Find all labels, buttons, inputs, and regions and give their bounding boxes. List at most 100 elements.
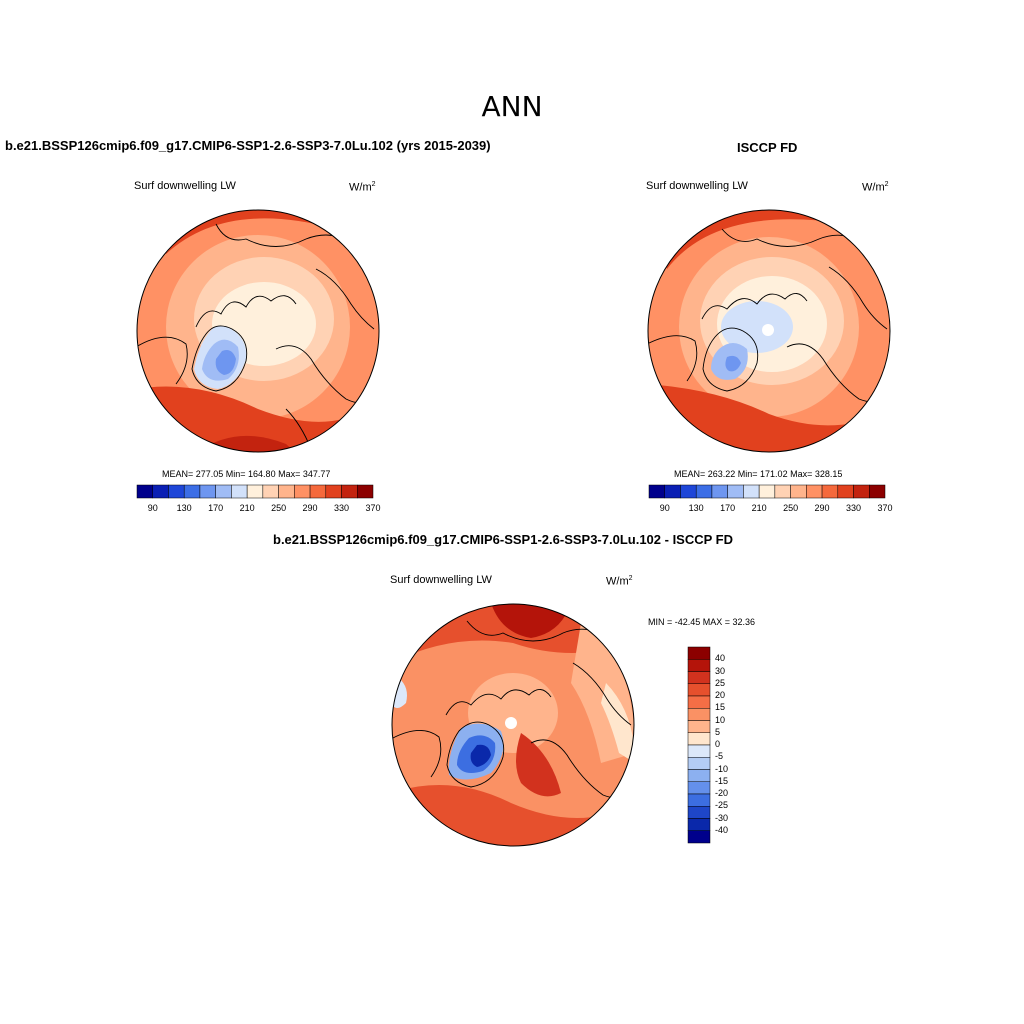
colorbar-tick-label: -40 bbox=[715, 824, 729, 835]
colorbar-swatch bbox=[790, 484, 807, 499]
colorbar-swatch bbox=[231, 484, 248, 499]
colorbar-swatch bbox=[758, 484, 776, 499]
panel-obs-stats: MEAN= 263.22 Min= 171.02 Max= 328.15 bbox=[674, 469, 843, 479]
colorbar-swatch bbox=[687, 744, 711, 758]
colorbar-tick-label: 250 bbox=[271, 503, 287, 513]
colorbar-swatch bbox=[278, 484, 295, 499]
colorbar-swatch bbox=[806, 484, 823, 499]
map-greenland-core bbox=[725, 355, 741, 372]
colorbar-swatch bbox=[648, 484, 665, 499]
colorbar-tick-label: 210 bbox=[751, 503, 767, 513]
colorbar-swatch bbox=[821, 484, 839, 499]
colorbar-tick-label: -10 bbox=[715, 763, 729, 774]
colorbar-tick-label: 90 bbox=[147, 503, 158, 513]
panel-diff-units: W/m2 bbox=[606, 575, 633, 588]
colorbar-swatch bbox=[215, 484, 232, 499]
colorbar-swatch bbox=[183, 484, 201, 499]
colorbar-swatch bbox=[664, 484, 681, 499]
colorbar-tick-label: 250 bbox=[783, 503, 799, 513]
colorbar-swatch bbox=[136, 484, 153, 499]
colorbar-swatch bbox=[687, 720, 711, 733]
panel-model-stats: MEAN= 277.05 Min= 164.80 Max= 347.77 bbox=[162, 469, 331, 479]
panel-obs-colorbar-labels: 90 130 170 210 250 290 330 370 bbox=[649, 503, 893, 515]
colorbar-swatch bbox=[687, 659, 711, 672]
map-greenland-core bbox=[215, 350, 236, 375]
colorbar-tick-label: 90 bbox=[659, 503, 670, 513]
colorbar-tick-label: 15 bbox=[715, 702, 726, 713]
colorbar-tick-label: 370 bbox=[877, 503, 893, 513]
colorbar-tick-label: -25 bbox=[715, 800, 729, 811]
colorbar-swatch bbox=[680, 484, 697, 499]
colorbar-swatch bbox=[687, 671, 711, 684]
colorbar-tick-label: 170 bbox=[208, 503, 224, 513]
colorbar-swatch bbox=[711, 484, 728, 499]
colorbar-tick-label: 290 bbox=[814, 503, 830, 513]
panel-diff-stats: MIN = -42.45 MAX = 32.36 bbox=[648, 617, 756, 627]
colorbar-swatch bbox=[246, 484, 264, 499]
colorbar-tick-label: 330 bbox=[846, 503, 862, 513]
colorbar-tick-label: 170 bbox=[720, 503, 736, 513]
colorbar-swatch bbox=[687, 769, 711, 782]
panel-model-colorbar bbox=[136, 484, 374, 499]
colorbar-tick-label: 30 bbox=[715, 665, 726, 676]
page-title: ANN bbox=[481, 90, 543, 123]
colorbar-tick-label: 10 bbox=[715, 714, 726, 725]
colorbar-swatch bbox=[695, 484, 713, 499]
colorbar-swatch bbox=[687, 683, 711, 697]
colorbar-swatch bbox=[869, 484, 886, 499]
colorbar-tick-label: 370 bbox=[365, 503, 381, 513]
colorbar-tick-label: 330 bbox=[334, 503, 350, 513]
panel-diff-colorbar-labels: 40 30 25 20 15 10 5 0 -5 -10 -15 -20 -25 -30 -40 bbox=[715, 647, 755, 843]
colorbar-tick-label: 0 bbox=[715, 739, 721, 749]
colorbar-tick-label: 290 bbox=[302, 503, 318, 513]
map-pole-hole bbox=[505, 717, 517, 729]
colorbar-swatch bbox=[168, 484, 185, 499]
panel-obs-title: ISCCP FD bbox=[737, 140, 798, 155]
panel-diff-colorbar bbox=[687, 646, 711, 844]
colorbar-tick-label: -15 bbox=[715, 775, 729, 786]
colorbar-swatch bbox=[357, 484, 374, 499]
colorbar-tick-label: 130 bbox=[688, 503, 704, 513]
colorbar-swatch bbox=[341, 484, 358, 499]
colorbar-tick-label: -5 bbox=[715, 751, 724, 762]
panel-model-colorbar-labels: 90 130 170 210 250 290 330 370 bbox=[137, 503, 381, 515]
panel-obs-units: W/m2 bbox=[862, 181, 889, 194]
panel-obs-map bbox=[647, 209, 891, 453]
panel-model-map bbox=[136, 209, 380, 453]
colorbar-swatch bbox=[687, 757, 711, 770]
colorbar-swatch bbox=[853, 484, 870, 499]
colorbar-swatch bbox=[743, 484, 760, 499]
colorbar-tick-label: 210 bbox=[239, 503, 255, 513]
colorbar-swatch bbox=[262, 484, 279, 499]
panel-model-units: W/m2 bbox=[349, 181, 376, 194]
colorbar-tick-label: 40 bbox=[715, 653, 726, 664]
colorbar-swatch bbox=[774, 484, 791, 499]
colorbar-swatch bbox=[837, 484, 854, 499]
colorbar-tick-label: -20 bbox=[715, 788, 729, 798]
panel-diff-map bbox=[391, 603, 635, 847]
colorbar-swatch bbox=[687, 732, 711, 746]
colorbar-swatch bbox=[687, 830, 711, 844]
map-pole-hole bbox=[762, 324, 774, 336]
colorbar-swatch bbox=[687, 793, 711, 807]
colorbar-swatch bbox=[687, 806, 711, 819]
colorbar-swatch bbox=[309, 484, 327, 499]
colorbar-swatch bbox=[294, 484, 311, 499]
colorbar-swatch bbox=[687, 646, 711, 660]
colorbar-swatch bbox=[325, 484, 342, 499]
panel-diff-variable: Surf downwelling LW bbox=[390, 574, 492, 586]
panel-model-variable: Surf downwelling LW bbox=[134, 180, 236, 192]
map-coastlines bbox=[392, 620, 634, 799]
panel-obs-colorbar bbox=[648, 484, 886, 499]
colorbar-swatch bbox=[687, 781, 711, 795]
colorbar-swatch bbox=[687, 708, 711, 721]
map-greenland-core bbox=[470, 744, 491, 767]
panel-diff-title: b.e21.BSSP126cmip6.f09_g17.CMIP6-SSP1-2.… bbox=[273, 532, 734, 547]
panel-obs-variable: Surf downwelling LW bbox=[646, 180, 748, 192]
colorbar-tick-label: 25 bbox=[715, 677, 726, 688]
map-arctic-cold bbox=[721, 301, 793, 353]
colorbar-swatch bbox=[687, 695, 711, 709]
colorbar-swatch bbox=[152, 484, 169, 499]
colorbar-tick-label: 5 bbox=[715, 726, 721, 737]
colorbar-swatch bbox=[687, 818, 711, 831]
